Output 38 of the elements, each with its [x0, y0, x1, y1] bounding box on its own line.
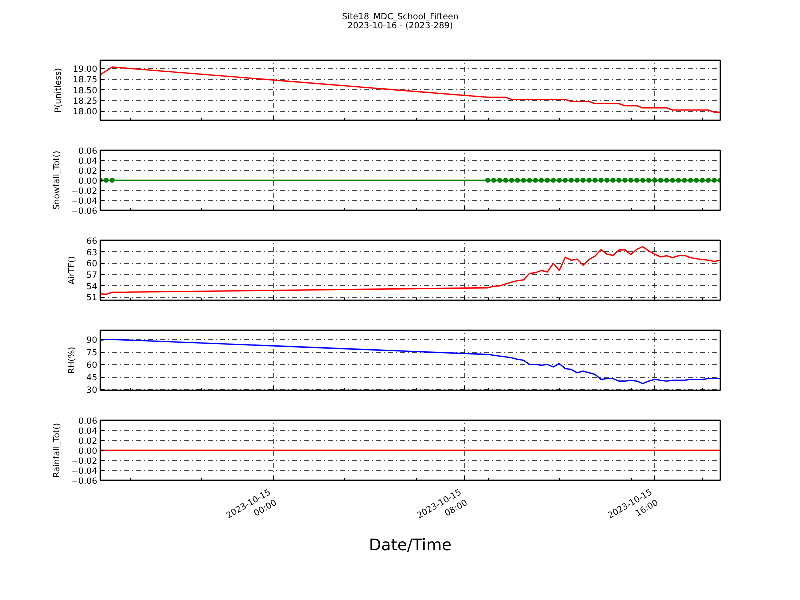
y-tick-label: 66: [86, 237, 98, 247]
y-axis-title: AirTF(): [68, 256, 78, 285]
y-tick-label: 45: [86, 374, 98, 384]
y-tick-label: 0.00: [78, 177, 98, 187]
chart-subtitle: 2023-10-16 - (2023-289): [348, 22, 454, 32]
y-tick-label: −0.06: [71, 207, 98, 217]
y-tick-label: −0.02: [71, 457, 98, 467]
y-tick-label: 54: [86, 282, 98, 292]
y-tick-label: 18.00: [73, 108, 98, 118]
y-tick-label: 18.50: [73, 86, 98, 96]
y-tick-label: 30: [86, 386, 98, 396]
y-tick-label: 0.04: [78, 427, 98, 437]
y-tick-label: 51: [86, 294, 98, 304]
y-tick-label: −0.02: [71, 187, 98, 197]
y-tick-label: −0.06: [71, 477, 98, 487]
y-axis-title: Snowfall_Tot(): [52, 150, 62, 210]
y-tick-label: 0.04: [78, 157, 98, 167]
x-axis-title: Date/Time: [369, 535, 452, 554]
chart-title: Site18_MDC_School_Fifteen: [342, 12, 459, 22]
y-tick-label: 0.06: [78, 147, 98, 157]
y-tick-label: 0.00: [78, 447, 98, 457]
y-tick-label: 0.02: [78, 437, 98, 447]
y-tick-label: 18.75: [73, 76, 98, 86]
y-tick-label: 18.25: [73, 97, 98, 107]
y-axis-title: P(unitless): [54, 68, 64, 113]
y-tick-label: 0.06: [78, 417, 98, 427]
y-tick-label: 63: [86, 248, 98, 258]
y-tick-label: 57: [86, 270, 98, 281]
y-tick-label: −0.04: [71, 197, 98, 207]
y-axis-title: RH(%): [68, 346, 78, 374]
y-tick-label: −0.04: [71, 467, 98, 477]
y-tick-label: 60: [86, 361, 98, 372]
y-tick-label: 75: [86, 348, 98, 359]
y-tick-label: 0.02: [78, 167, 98, 177]
y-tick-label: 90: [86, 336, 98, 346]
y-axis-title: Rainfall_Tot(): [52, 423, 62, 478]
y-tick-label: 19.00: [73, 65, 98, 76]
y-tick-label: 60: [86, 260, 98, 270]
